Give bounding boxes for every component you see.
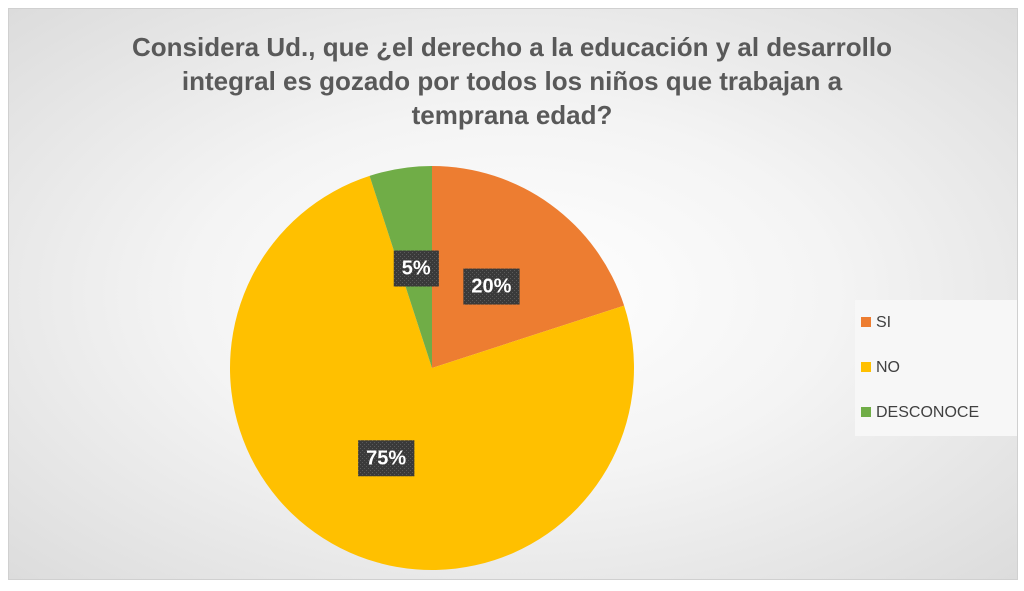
- data-label-box: [463, 268, 520, 305]
- chart-title: Considera Ud., que ¿el derecho a la educ…: [132, 32, 893, 130]
- legend-swatch: [861, 317, 871, 327]
- data-label: 75%: [366, 447, 406, 469]
- legend-swatch: [861, 362, 871, 372]
- legend-label: DESCONOCE: [876, 404, 979, 421]
- legend-box: [855, 300, 1017, 436]
- pie-slice: [229, 175, 634, 570]
- data-label: 20%: [471, 276, 511, 298]
- data-label-box: [393, 250, 439, 287]
- legend-swatch: [861, 407, 871, 417]
- data-label: 5%: [402, 258, 431, 280]
- pie-slice: [432, 166, 625, 368]
- legend-label: SI: [876, 314, 891, 331]
- legend-label: NO: [876, 359, 900, 376]
- data-label-box: [358, 440, 415, 477]
